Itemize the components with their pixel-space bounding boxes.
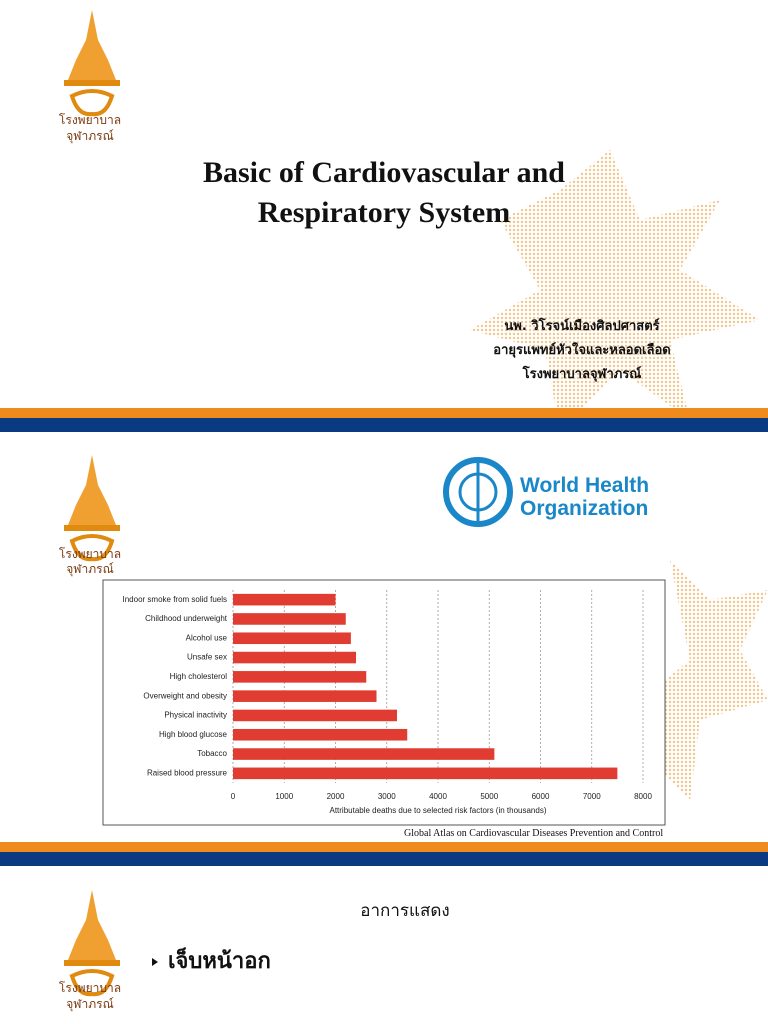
- chart: 0 1000 2000 3000 4000 5000 6000 7000 8000 Attribu…: [123, 590, 652, 815]
- band: [0, 408, 768, 418]
- y-tick-label: Overweight and obesity: [143, 691, 227, 700]
- y-tick-label: Physical inactivity: [164, 711, 227, 720]
- y-tick-label: Tobacco: [197, 749, 227, 758]
- logo: [62, 8, 122, 117]
- title: Respiratory System: [258, 196, 510, 229]
- bar: [233, 767, 618, 780]
- y-tick-label: Indoor smoke from solid fuels: [123, 595, 228, 604]
- bar: [233, 613, 346, 625]
- logo-text: จุฬาภรณ์: [66, 129, 113, 144]
- decoration: [640, 560, 768, 800]
- band: [0, 852, 768, 866]
- slide-3: โรงพยาบาล จุฬาภรณ์ อาการแสดง เจ็บหน้าอก: [59, 888, 450, 1012]
- author: นพ. วิโรจน์เมืองศิลปศาสตร์: [504, 317, 659, 334]
- logo-text: โรงพยาบาล: [59, 547, 121, 561]
- logo: [62, 453, 122, 562]
- author: โรงพยาบาลจุฬาภรณ์: [522, 365, 642, 382]
- band: [0, 842, 768, 852]
- y-tick-label: High cholesterol: [170, 672, 228, 681]
- who-text: World Health: [520, 474, 649, 497]
- x-tick-label: 3000: [378, 792, 396, 801]
- logo: [62, 888, 122, 997]
- y-tick-label: High blood glucose: [159, 730, 228, 739]
- bar: [233, 671, 367, 683]
- who-text: Organization: [520, 497, 648, 520]
- x-tick-label: 4000: [429, 792, 447, 801]
- bar: [233, 632, 351, 645]
- bar: [233, 593, 336, 606]
- bullet-marker: [152, 958, 158, 966]
- author: อายุรแพทย์หัวใจและหลอดเลือด: [493, 341, 670, 358]
- who-logo: [443, 457, 513, 527]
- logo-text: จุฬาภรณ์: [66, 562, 113, 577]
- caption: Global Atlas on Cardiovascular Diseases …: [404, 828, 663, 839]
- bar: [233, 651, 356, 664]
- x-tick-label: 5000: [480, 792, 498, 801]
- title: Basic of Cardiovascular and: [203, 156, 565, 189]
- bullet: เจ็บหน้าอก: [168, 946, 271, 974]
- decoration: [470, 150, 760, 430]
- y-tick-label: Raised blood pressure: [147, 768, 228, 777]
- bar: [233, 690, 377, 702]
- x-tick-label: 8000: [634, 792, 652, 801]
- x-tick-label: 2000: [327, 792, 345, 801]
- x-tick-label: 0: [231, 792, 236, 801]
- bar: [233, 748, 495, 760]
- x-tick-label: 7000: [583, 792, 601, 801]
- bar: [233, 728, 408, 741]
- x-tick-label: 6000: [532, 792, 550, 801]
- logo-text: โรงพยาบาล: [59, 981, 121, 995]
- x-tick-label: 1000: [275, 792, 293, 801]
- y-tick-label: Alcohol use: [186, 633, 228, 642]
- logo-text: จุฬาภรณ์: [66, 997, 113, 1012]
- logo-text: โรงพยาบาล: [59, 113, 121, 127]
- band: [0, 418, 768, 432]
- slide-2: โรงพยาบาล จุฬาภรณ์ World Health Organiza…: [0, 453, 768, 866]
- y-tick-label: Childhood underweight: [145, 614, 228, 623]
- slide-1: โรงพยาบาล จุฬาภรณ์ Basic of Cardiovascul…: [0, 8, 768, 432]
- heading: อาการแสดง: [360, 901, 449, 921]
- y-tick-label: Unsafe sex: [187, 653, 227, 662]
- chart-frame: [102, 579, 666, 826]
- x-axis-label: Attributable deaths due to selected risk…: [329, 806, 546, 815]
- bar: [233, 709, 397, 722]
